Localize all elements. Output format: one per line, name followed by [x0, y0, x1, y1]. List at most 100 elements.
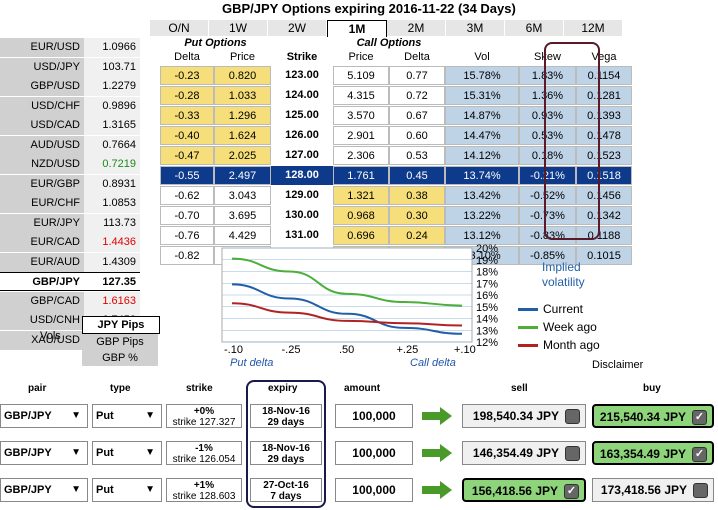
currency-row-usd-cad[interactable]: USD/CAD 1.3165: [0, 116, 140, 136]
tab-1w[interactable]: 1W: [209, 20, 268, 36]
arrow-right-icon: [422, 407, 452, 425]
buy-price-button[interactable]: 215,540.34 JPY ✓: [592, 404, 714, 428]
col-header-skew: Skew: [534, 51, 561, 63]
currency-row-usd-chf[interactable]: USD/CHF 0.9896: [0, 96, 140, 117]
currency-row-aud-usd[interactable]: AUD/USD 0.7664: [0, 135, 140, 156]
tab-on[interactable]: O/N: [150, 20, 209, 36]
strike-box[interactable]: +1% strike 128.603: [166, 478, 242, 502]
expiry-box[interactable]: 18-Nov-16 29 days: [250, 441, 322, 465]
put-delta-cell: -0.47: [160, 146, 214, 165]
call-price-cell[interactable]: 0.968: [333, 206, 389, 225]
currency-row-eur-jpy[interactable]: EUR/JPY 113.73: [0, 213, 140, 234]
pips-option-1[interactable]: GBP Pips: [82, 334, 158, 350]
option-row: -0.23 0.820 123.00 5.109 0.77 15.78% 1.83% 0.11…: [160, 66, 632, 85]
call-price-cell[interactable]: 1.321: [333, 186, 389, 205]
strike-cell: 123.00: [271, 66, 333, 85]
tab-1m[interactable]: 1M: [327, 20, 387, 37]
put-price-cell[interactable]: 4.429: [214, 226, 271, 245]
currency-row-gbp-usd[interactable]: GBP/USD 1.2279: [0, 77, 140, 97]
checkbox-icon[interactable]: [565, 409, 580, 424]
disclaimer-link[interactable]: Disclaimer: [592, 359, 644, 371]
vega-cell: 0.1154: [576, 66, 632, 85]
put-price-cell[interactable]: 1.624: [214, 126, 271, 145]
buy-price-button[interactable]: 163,354.49 JPY ✓: [592, 441, 714, 465]
checkbox-icon[interactable]: [565, 446, 580, 461]
checkmark-icon[interactable]: ✓: [692, 410, 707, 425]
call-price-cell[interactable]: 4.315: [333, 86, 389, 105]
chart-title: Implied volatility: [542, 260, 585, 289]
col-header-delta: Delta: [174, 51, 200, 63]
call-price-cell[interactable]: 2.901: [333, 126, 389, 145]
currency-pair: GBP/JPY: [0, 272, 84, 292]
call-price-cell[interactable]: 0.696: [333, 226, 389, 245]
currency-rate: 0.9896: [84, 96, 140, 116]
sell-price-button[interactable]: 198,540.34 JPY: [462, 404, 586, 428]
sell-price-button[interactable]: 156,418.56 JPY ✓: [462, 478, 586, 502]
put-price-cell[interactable]: 3.695: [214, 206, 271, 225]
checkbox-icon[interactable]: [693, 483, 708, 498]
tab-12m[interactable]: 12M: [564, 20, 623, 36]
x-tick-label: -.10: [224, 344, 243, 356]
put-price-cell[interactable]: 2.025: [214, 146, 271, 165]
pips-option-0[interactable]: JPY Pips: [82, 316, 160, 334]
strike-box[interactable]: -1% strike 126.054: [166, 441, 242, 465]
call-price-cell[interactable]: 1.761: [333, 166, 389, 185]
strike-box[interactable]: +0% strike 127.327: [166, 404, 242, 428]
tab-2w[interactable]: 2W: [268, 20, 327, 36]
put-price-cell[interactable]: 3.043: [214, 186, 271, 205]
series-line-month-ago: [231, 302, 463, 327]
buy-price: 173,418.56 JPY: [600, 483, 687, 497]
currency-row-eur-aud[interactable]: EUR/AUD 1.4309: [0, 252, 140, 273]
call-price-cell[interactable]: 3.570: [333, 106, 389, 125]
buy-price-button[interactable]: 173,418.56 JPY: [592, 478, 714, 502]
currency-row-eur-usd[interactable]: EUR/USD 1.0966: [0, 38, 140, 58]
pips-option-2[interactable]: GBP %: [82, 350, 158, 366]
tab-2m[interactable]: 2M: [387, 20, 446, 36]
put-price-cell[interactable]: 1.033: [214, 86, 271, 105]
call-options-title: Call Options: [356, 37, 422, 49]
expiry-box[interactable]: 27-Oct-16 7 days: [250, 478, 322, 502]
currency-rate: 0.8931: [84, 174, 140, 194]
call-price-cell[interactable]: 5.109: [333, 66, 389, 85]
pair-select[interactable]: GBP/JPY ▼: [0, 441, 88, 465]
call-delta-cell: 0.60: [389, 126, 445, 145]
put-price-cell[interactable]: 2.497: [214, 166, 271, 185]
currency-rate: 1.4436: [84, 233, 140, 253]
dropdown-arrow-icon: ▼: [71, 447, 81, 458]
legend-swatch: [518, 325, 538, 329]
sell-price-button[interactable]: 146,354.49 JPY: [462, 441, 586, 465]
amount-input[interactable]: 100,000: [335, 404, 413, 428]
put-price-cell[interactable]: 1.296: [214, 106, 271, 125]
skew-highlight: [544, 42, 600, 240]
type-select[interactable]: Put ▼: [92, 441, 162, 465]
tab-3m[interactable]: 3M: [446, 20, 505, 36]
y-tick-label: 16%: [476, 290, 498, 302]
pair-select[interactable]: GBP/JPY ▼: [0, 478, 88, 502]
currency-row-nzd-usd[interactable]: NZD/USD 0.7219: [0, 155, 140, 175]
vol-cell: 14.87%: [445, 106, 519, 125]
currency-row-eur-cad[interactable]: EUR/CAD 1.4436: [0, 233, 140, 253]
sell-price: 156,418.56 JPY: [471, 484, 558, 498]
currency-row-usd-jpy[interactable]: USD/JPY 103.71: [0, 57, 140, 78]
strike-cell: 129.00: [271, 186, 333, 205]
currency-row-gbp-cad[interactable]: GBP/CAD 1.6163: [0, 291, 140, 312]
currency-row-eur-chf[interactable]: EUR/CHF 1.0853: [0, 194, 140, 214]
currency-row-gbp-jpy[interactable]: GBP/JPY 127.35: [0, 272, 140, 292]
call-delta-cell: 0.38: [389, 186, 445, 205]
expiry-days: 29 days: [267, 454, 305, 465]
checkmark-icon[interactable]: ✓: [564, 484, 579, 499]
type-select[interactable]: Put ▼: [92, 404, 162, 428]
strike-percent: -1%: [195, 443, 213, 454]
tab-6m[interactable]: 6M: [505, 20, 564, 36]
amount-input[interactable]: 100,000: [335, 441, 413, 465]
amount-input[interactable]: 100,000: [335, 478, 413, 502]
call-price-cell[interactable]: 2.306: [333, 146, 389, 165]
checkmark-icon[interactable]: ✓: [692, 447, 707, 462]
put-price-cell[interactable]: 0.820: [214, 66, 271, 85]
type-select[interactable]: Put ▼: [92, 478, 162, 502]
pair-select[interactable]: GBP/JPY ▼: [0, 404, 88, 428]
currency-row-eur-gbp[interactable]: EUR/GBP 0.8931: [0, 174, 140, 195]
y-tick-label: 17%: [476, 278, 498, 290]
expiry-box[interactable]: 18-Nov-16 29 days: [250, 404, 322, 428]
call-delta-cell: 0.45: [389, 166, 445, 185]
